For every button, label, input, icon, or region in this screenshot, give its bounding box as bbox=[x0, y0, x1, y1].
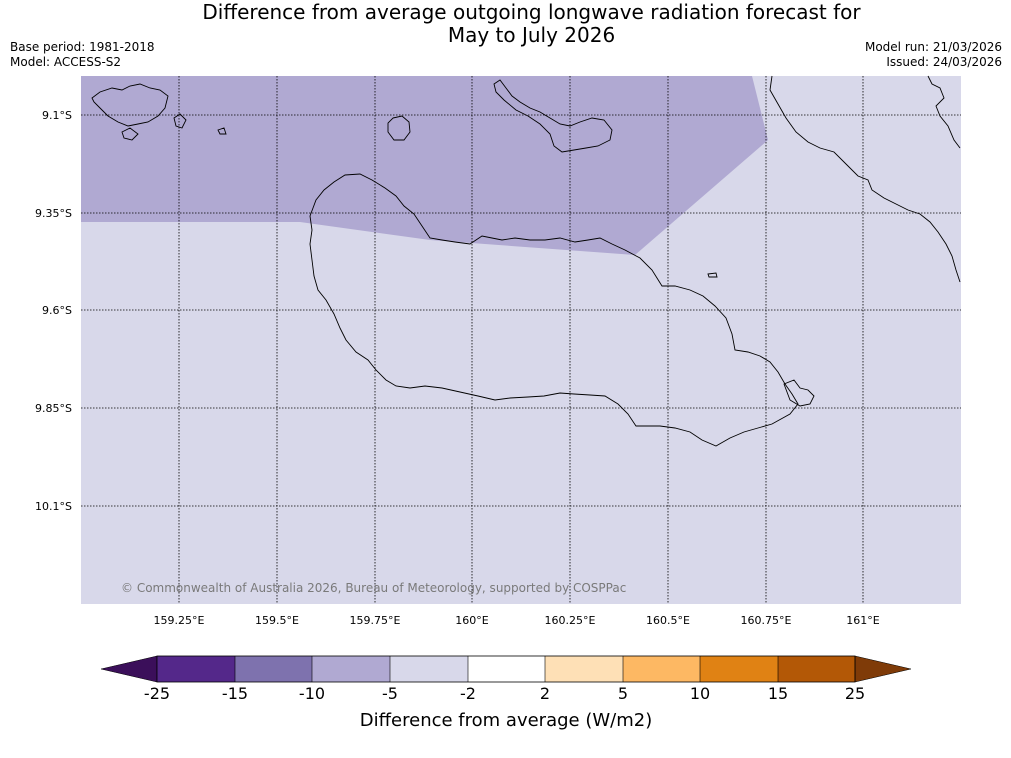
colorbar-title: Difference from average (W/m2) bbox=[360, 710, 652, 731]
latitude-labels: 9.1°S 9.35°S 9.6°S 9.85°S 10.1°S bbox=[35, 109, 72, 513]
colorbar-tick-label: 5 bbox=[618, 684, 628, 703]
colorbar: -25 -15 -10 -5 -2 2 5 10 15 25 Differenc… bbox=[100, 655, 912, 731]
east-tip-coastline bbox=[783, 379, 815, 407]
lon-label: 160.5°E bbox=[646, 614, 690, 627]
lat-label: 9.85°S bbox=[35, 402, 72, 415]
colorbar-max-extend bbox=[854, 655, 912, 683]
colorbar-tick-label: 2 bbox=[540, 684, 550, 703]
colorbar-bin bbox=[157, 656, 235, 682]
lon-label: 160°E bbox=[455, 614, 488, 627]
colorbar-bin bbox=[545, 656, 623, 682]
model-name: Model: ACCESS-S2 bbox=[10, 55, 122, 69]
lon-label: 161°E bbox=[846, 614, 879, 627]
base-period: Base period: 1981-2018 bbox=[10, 40, 155, 54]
longitude-labels: 159.25°E 159.5°E 159.75°E 160°E 160.25°E… bbox=[154, 614, 880, 627]
colorbar-bin bbox=[468, 656, 545, 682]
lon-label: 159.75°E bbox=[350, 614, 401, 627]
colorbar-bin bbox=[390, 656, 468, 682]
colorbar-min-extend bbox=[100, 655, 158, 683]
coastlines bbox=[91, 75, 961, 447]
map-panel bbox=[81, 76, 961, 604]
issued-date: Issued: 24/03/2026 bbox=[886, 55, 1002, 69]
eastern-coastline bbox=[769, 75, 961, 283]
northeast-coastline bbox=[927, 75, 961, 149]
lon-label: 159.5°E bbox=[255, 614, 299, 627]
lat-label: 9.35°S bbox=[35, 207, 72, 220]
model-run: Model run: 21/03/2026 bbox=[864, 40, 1002, 54]
northwest-islands-coastline bbox=[91, 83, 227, 141]
meta-left: Base period: 1981-2018 Model: ACCESS-S2 bbox=[10, 40, 155, 70]
colorbar-tick-label: 15 bbox=[768, 684, 788, 703]
title-line-1: Difference from average outgoing longwav… bbox=[202, 0, 861, 24]
lat-label: 9.1°S bbox=[42, 109, 72, 122]
colorbar-tick-label: -15 bbox=[222, 684, 248, 703]
colorbar-tick-label: -10 bbox=[299, 684, 325, 703]
colorbar-bin bbox=[312, 656, 390, 682]
main-island-coastline bbox=[309, 173, 799, 447]
colorbar-tick-label: -5 bbox=[382, 684, 398, 703]
colorbar-tick-label: 25 bbox=[845, 684, 865, 703]
small-islet-coastline bbox=[707, 272, 718, 278]
colorbar-bin bbox=[235, 656, 312, 682]
colorbar-bin bbox=[700, 656, 778, 682]
lon-label: 160.25°E bbox=[545, 614, 596, 627]
colorbar-frame bbox=[156, 655, 856, 683]
lon-label: 160.75°E bbox=[741, 614, 792, 627]
colorbar-bin bbox=[623, 656, 700, 682]
colorbar-tick-label: 10 bbox=[690, 684, 710, 703]
title-line-2: May to July 2026 bbox=[447, 23, 616, 47]
lat-label: 9.6°S bbox=[42, 304, 72, 317]
north-central-islands-coastline bbox=[493, 79, 613, 153]
lon-label: 159.25°E bbox=[154, 614, 205, 627]
gridlines bbox=[81, 76, 961, 604]
colorbar-bin bbox=[778, 656, 855, 682]
colorbar-tick-label: -2 bbox=[460, 684, 476, 703]
meta-right: Model run: 21/03/2026 Issued: 24/03/2026 bbox=[865, 40, 1002, 70]
copyright-credit: © Commonwealth of Australia 2026, Bureau… bbox=[121, 581, 626, 595]
colorbar-tick-label: -25 bbox=[144, 684, 170, 703]
map-title: Difference from average outgoing longwav… bbox=[0, 0, 1011, 47]
colorbar-dividers bbox=[234, 656, 779, 682]
islet-coastline bbox=[387, 115, 411, 141]
lat-label: 10.1°S bbox=[35, 500, 72, 513]
anomaly-area-darker bbox=[81, 76, 768, 255]
